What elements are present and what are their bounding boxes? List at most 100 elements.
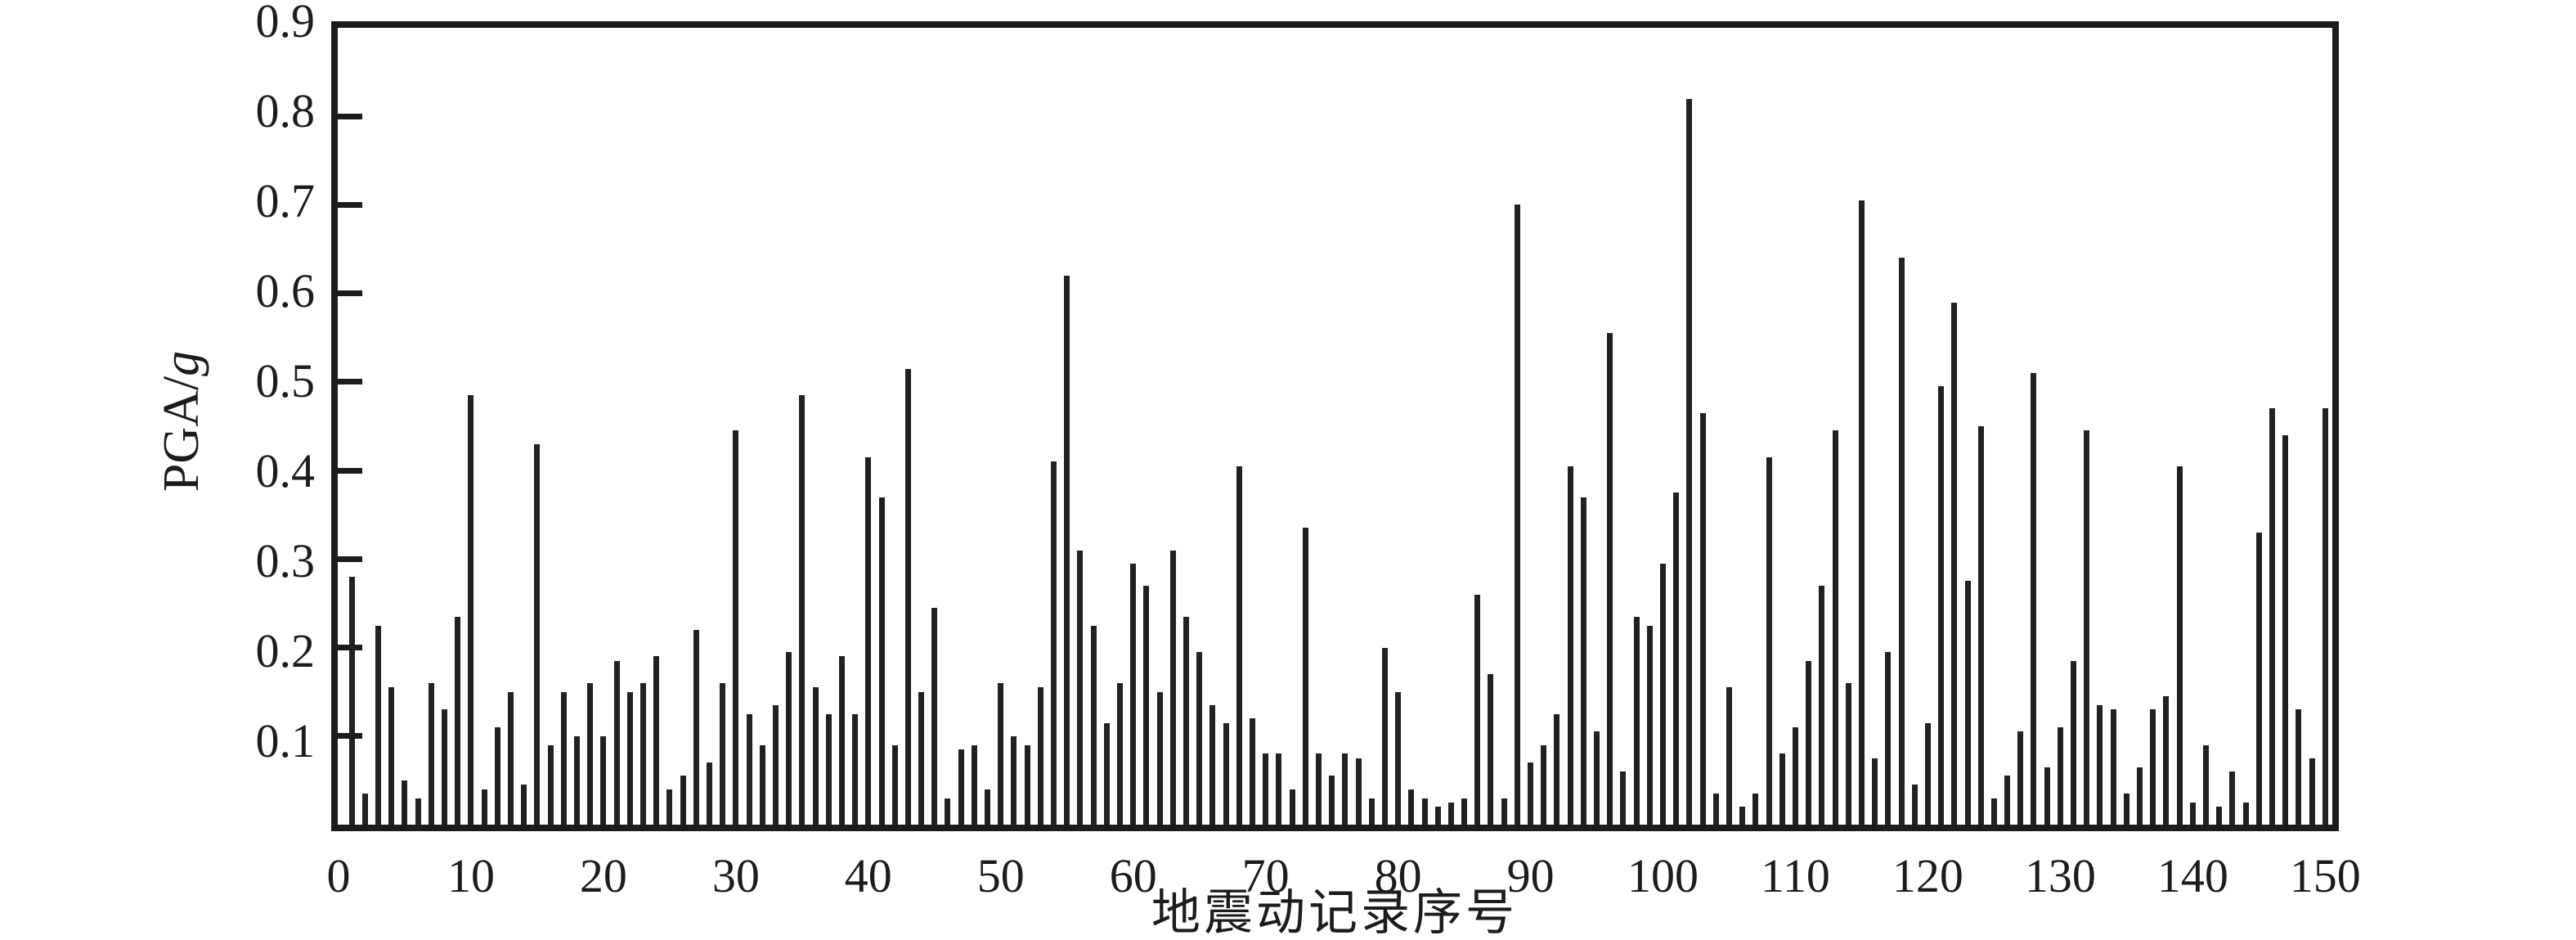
bar-record-136: [2137, 767, 2143, 825]
bar-record-58: [1103, 722, 1110, 825]
y-tick-label-0.8: 0.8: [255, 84, 316, 137]
bar-record-32: [759, 744, 765, 825]
bar-record-144: [2242, 802, 2249, 825]
bar-record-104: [1712, 794, 1719, 825]
bar-record-119: [1911, 785, 1918, 825]
bar-record-48: [971, 744, 977, 825]
bar-record-40: [865, 457, 872, 825]
bar-record-10: [468, 395, 474, 825]
bar-record-135: [2123, 794, 2129, 825]
bar-record-112: [1819, 585, 1825, 825]
x-tick-label-150: 150: [2289, 849, 2361, 902]
y-tick-0.6: [338, 290, 362, 297]
bar-record-61: [1143, 585, 1150, 825]
bar-record-99: [1646, 625, 1653, 825]
bar-record-94: [1580, 497, 1586, 825]
bar-record-57: [1090, 625, 1097, 825]
bar-record-22: [626, 691, 633, 825]
bar-record-146: [2269, 408, 2275, 825]
bar-record-18: [574, 735, 580, 825]
y-tick-label-0.7: 0.7: [255, 174, 316, 227]
bar-record-24: [653, 656, 660, 825]
bar-record-7: [428, 682, 434, 825]
bar-record-80: [1395, 691, 1402, 825]
bar-record-12: [494, 726, 500, 825]
bar-record-77: [1355, 758, 1362, 825]
bar-record-28: [706, 762, 712, 825]
bar-record-92: [1554, 713, 1560, 825]
bar-record-81: [1408, 789, 1415, 825]
bar-record-60: [1130, 563, 1137, 825]
y-tick-label-0.1: 0.1: [255, 714, 316, 767]
bar-record-31: [746, 713, 752, 825]
bar-record-42: [891, 744, 898, 825]
bar-record-87: [1488, 674, 1494, 825]
bar-record-27: [693, 629, 699, 825]
bar-record-71: [1276, 753, 1282, 825]
bar-record-149: [2309, 758, 2315, 825]
bar-record-17: [560, 691, 567, 825]
bar-record-78: [1368, 798, 1375, 825]
bar-record-111: [1806, 660, 1812, 825]
bar-record-134: [2110, 709, 2116, 825]
y-tick-label-0.9: 0.9: [255, 0, 316, 47]
y-tick-0.1: [338, 733, 362, 740]
bar-record-64: [1183, 616, 1189, 825]
x-axis-title: 地震动记录序号: [1151, 886, 1518, 940]
x-tick-label-140: 140: [2156, 849, 2228, 902]
bar-record-16: [547, 744, 554, 825]
bar-record-54: [1051, 461, 1057, 825]
bar-record-70: [1263, 753, 1269, 825]
bar-record-82: [1421, 798, 1428, 825]
bar-record-96: [1607, 333, 1613, 825]
y-tick-0.5: [338, 379, 362, 385]
bar-record-30: [733, 430, 739, 825]
bar-record-51: [1011, 735, 1017, 825]
bar-record-128: [2031, 373, 2037, 825]
bars-layer: [338, 28, 2332, 825]
y-tick-label-0.4: 0.4: [255, 444, 316, 497]
x-tick-label-130: 130: [2024, 849, 2096, 902]
bar-record-36: [812, 687, 819, 825]
bar-record-107: [1752, 794, 1759, 825]
bar-record-25: [666, 789, 673, 825]
bar-record-56: [1077, 550, 1084, 825]
x-tick-label-100: 100: [1627, 849, 1699, 902]
bar-record-101: [1673, 492, 1680, 825]
bar-record-39: [852, 713, 859, 825]
bar-record-138: [2163, 696, 2170, 825]
y-tick-0.2: [338, 645, 362, 651]
bar-record-100: [1660, 563, 1667, 825]
x-tick-label-30: 30: [711, 849, 760, 902]
x-tick-label-60: 60: [1109, 849, 1157, 902]
bar-record-106: [1739, 807, 1746, 825]
bar-record-124: [1977, 426, 1984, 825]
bar-record-132: [2084, 430, 2090, 825]
bar-record-93: [1567, 466, 1573, 825]
bar-record-5: [402, 780, 408, 825]
bar-record-55: [1064, 276, 1070, 825]
bar-record-59: [1117, 682, 1124, 825]
bar-record-20: [600, 735, 607, 825]
bar-record-35: [799, 395, 806, 825]
bar-record-142: [2216, 807, 2223, 825]
bar-record-37: [825, 713, 832, 825]
bar-record-68: [1236, 466, 1242, 825]
bar-record-63: [1169, 550, 1176, 825]
bar-record-49: [985, 789, 991, 825]
bar-record-150: [2322, 408, 2328, 825]
bar-record-86: [1474, 594, 1481, 825]
bar-record-97: [1620, 771, 1627, 825]
x-tick-label-80: 80: [1374, 849, 1422, 902]
plot-frame: [331, 21, 2339, 831]
x-tick-label-20: 20: [579, 849, 627, 902]
bar-record-74: [1315, 753, 1322, 825]
bar-record-11: [481, 789, 487, 825]
bar-record-52: [1024, 744, 1030, 825]
bar-record-34: [786, 651, 792, 825]
bar-record-41: [878, 497, 885, 825]
bar-record-9: [455, 616, 461, 825]
bar-record-44: [918, 691, 925, 825]
bar-record-141: [2203, 744, 2210, 825]
